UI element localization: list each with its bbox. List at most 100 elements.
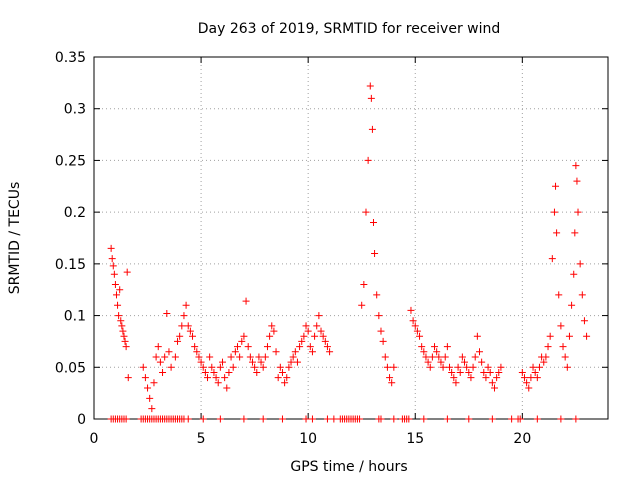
- data-point: [531, 368, 539, 376]
- y-axis-label: SRMTID / TECUs: [7, 182, 23, 295]
- data-point: [516, 415, 524, 423]
- y-tick-label: 0: [77, 412, 86, 428]
- data-point: [548, 255, 556, 263]
- data-point: [272, 348, 280, 356]
- data-point: [576, 260, 584, 268]
- data-point: [240, 332, 248, 340]
- data-point: [257, 358, 265, 366]
- data-point: [578, 291, 586, 299]
- data-point: [182, 301, 190, 309]
- data-point: [246, 353, 254, 361]
- data-point: [110, 270, 118, 278]
- data-point: [463, 363, 471, 371]
- data-point: [431, 343, 439, 351]
- data-point: [253, 368, 261, 376]
- data-point: [546, 332, 554, 340]
- y-tick-label: 0.15: [55, 257, 86, 273]
- data-point: [287, 358, 295, 366]
- data-point: [456, 368, 464, 376]
- data-point: [199, 415, 207, 423]
- data-point: [323, 415, 331, 423]
- data-point: [278, 415, 286, 423]
- data-point: [115, 312, 123, 320]
- data-point: [557, 415, 565, 423]
- data-point: [488, 379, 496, 387]
- data-point: [360, 281, 368, 289]
- data-point: [165, 348, 173, 356]
- data-point: [471, 353, 479, 361]
- data-point: [298, 337, 306, 345]
- x-tick-label: 0: [90, 431, 99, 447]
- data-point: [369, 218, 377, 226]
- data-point: [116, 286, 124, 294]
- data-point: [122, 415, 130, 423]
- data-point: [268, 322, 276, 330]
- data-point: [313, 322, 321, 330]
- data-point: [330, 415, 338, 423]
- data-point: [559, 343, 567, 351]
- data-point: [274, 374, 282, 382]
- x-tick-label: 20: [513, 431, 531, 447]
- x-tick-label: 5: [197, 431, 206, 447]
- chart-title: Day 263 of 2019, SRMTID for receiver win…: [198, 21, 501, 37]
- data-point: [191, 343, 199, 351]
- data-point: [152, 353, 160, 361]
- x-tick-label: 10: [299, 431, 317, 447]
- data-point: [426, 363, 434, 371]
- data-point: [259, 363, 267, 371]
- y-tick-label: 0.35: [55, 50, 86, 66]
- data-point: [302, 415, 310, 423]
- data-point: [263, 343, 271, 351]
- data-point: [240, 415, 248, 423]
- data-point: [490, 384, 498, 392]
- data-point: [212, 374, 220, 382]
- data-point: [154, 343, 162, 351]
- data-point: [424, 358, 432, 366]
- data-point: [416, 332, 424, 340]
- data-point: [379, 337, 387, 345]
- data-point: [550, 208, 558, 216]
- data-point: [118, 322, 126, 330]
- data-point: [281, 379, 289, 387]
- data-point: [422, 353, 430, 361]
- x-axis-label: GPS time / hours: [290, 459, 407, 475]
- data-point: [306, 343, 314, 351]
- data-point: [321, 337, 329, 345]
- data-point: [120, 332, 128, 340]
- data-point: [146, 394, 154, 402]
- data-point: [323, 343, 331, 351]
- data-point: [326, 348, 334, 356]
- data-point: [291, 348, 299, 356]
- data-point: [371, 250, 379, 258]
- data-point: [193, 348, 201, 356]
- data-point: [572, 415, 580, 423]
- y-tick-label: 0.1: [64, 309, 86, 325]
- data-point: [570, 270, 578, 278]
- data-point: [141, 374, 149, 382]
- data-point: [418, 343, 426, 351]
- data-point: [167, 363, 175, 371]
- data-point: [452, 379, 460, 387]
- data-points-layer: [107, 82, 591, 423]
- data-point: [454, 363, 462, 371]
- data-point: [319, 332, 327, 340]
- data-point: [266, 332, 274, 340]
- data-point: [563, 363, 571, 371]
- data-point: [244, 343, 252, 351]
- data-point: [555, 291, 563, 299]
- data-point: [311, 332, 319, 340]
- data-point: [484, 363, 492, 371]
- data-point: [159, 368, 167, 376]
- data-point: [221, 374, 229, 382]
- data-point: [229, 363, 237, 371]
- data-point: [493, 374, 501, 382]
- data-point: [109, 262, 117, 270]
- data-point: [580, 317, 588, 325]
- data-point: [123, 268, 131, 276]
- data-point: [186, 327, 194, 335]
- data-point: [553, 229, 561, 237]
- data-point: [465, 415, 473, 423]
- data-point: [278, 368, 286, 376]
- data-point: [467, 374, 475, 382]
